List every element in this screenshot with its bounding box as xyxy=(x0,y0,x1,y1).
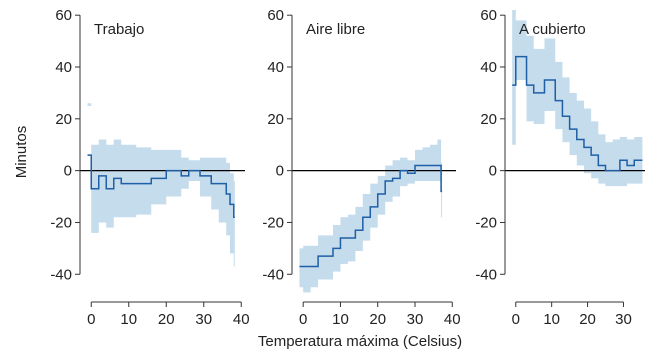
y-tick-label: 40 xyxy=(267,59,284,76)
x-tick-label: 40 xyxy=(233,311,250,328)
y-tick-label: 60 xyxy=(55,7,72,24)
y-tick-label: -40 xyxy=(50,266,72,283)
panel-2: -40 -20 0 20 40 60 0 10 20 30 40 Aire libre xyxy=(262,7,460,328)
x-tick-label: 30 xyxy=(615,311,632,328)
y-tick-label: -20 xyxy=(50,214,72,231)
y-tick-label: -20 xyxy=(262,214,284,231)
y-tick-label: -40 xyxy=(262,266,284,283)
x-tick-label: 10 xyxy=(543,311,560,328)
y-tick-label: 20 xyxy=(55,111,72,128)
x-tick-label: 30 xyxy=(407,311,424,328)
x-tick-label: 20 xyxy=(579,311,596,328)
estimate-line xyxy=(512,55,643,172)
panel-title: Trabajo xyxy=(94,21,144,38)
x-tick-label: 10 xyxy=(120,311,137,328)
x-tick-label: 10 xyxy=(332,311,349,328)
x-tick-label: 0 xyxy=(512,311,520,328)
y-tick-label: 0 xyxy=(276,163,284,180)
confidence-band xyxy=(87,103,235,267)
y-tick-label: 20 xyxy=(480,111,497,128)
x-tick-label: 0 xyxy=(87,311,95,328)
x-tick-label: 20 xyxy=(158,311,175,328)
x-axis-title: Temperatura máxima (Celsius) xyxy=(258,333,462,350)
y-axis-title: Minutos xyxy=(13,126,30,179)
y-tick-label: 60 xyxy=(267,7,284,24)
y-tick-label: 40 xyxy=(55,59,72,76)
x-tick-label: 20 xyxy=(369,311,386,328)
x-tick-label: 30 xyxy=(195,311,212,328)
y-tick-label: 20 xyxy=(267,111,284,128)
estimate-line xyxy=(87,154,235,219)
panel-title: Aire libre xyxy=(306,21,365,38)
estimate-line xyxy=(299,164,443,268)
y-tick-label: 0 xyxy=(489,163,497,180)
panel-1: -40 -20 0 20 40 60 0 10 20 30 40 Trabajo xyxy=(50,7,249,328)
x-tick-label: 0 xyxy=(299,311,307,328)
panel-title: A cubierto xyxy=(519,21,586,38)
x-tick-label: 40 xyxy=(444,311,461,328)
y-tick-label: 0 xyxy=(64,163,72,180)
y-tick-label: -20 xyxy=(475,214,497,231)
y-tick-label: 40 xyxy=(480,59,497,76)
y-tick-label: 60 xyxy=(480,7,497,24)
y-tick-label: -40 xyxy=(475,266,497,283)
confidence-band xyxy=(512,10,643,187)
panel-3: -40 -20 0 20 40 60 0 10 20 30 A cubierto xyxy=(475,7,645,328)
